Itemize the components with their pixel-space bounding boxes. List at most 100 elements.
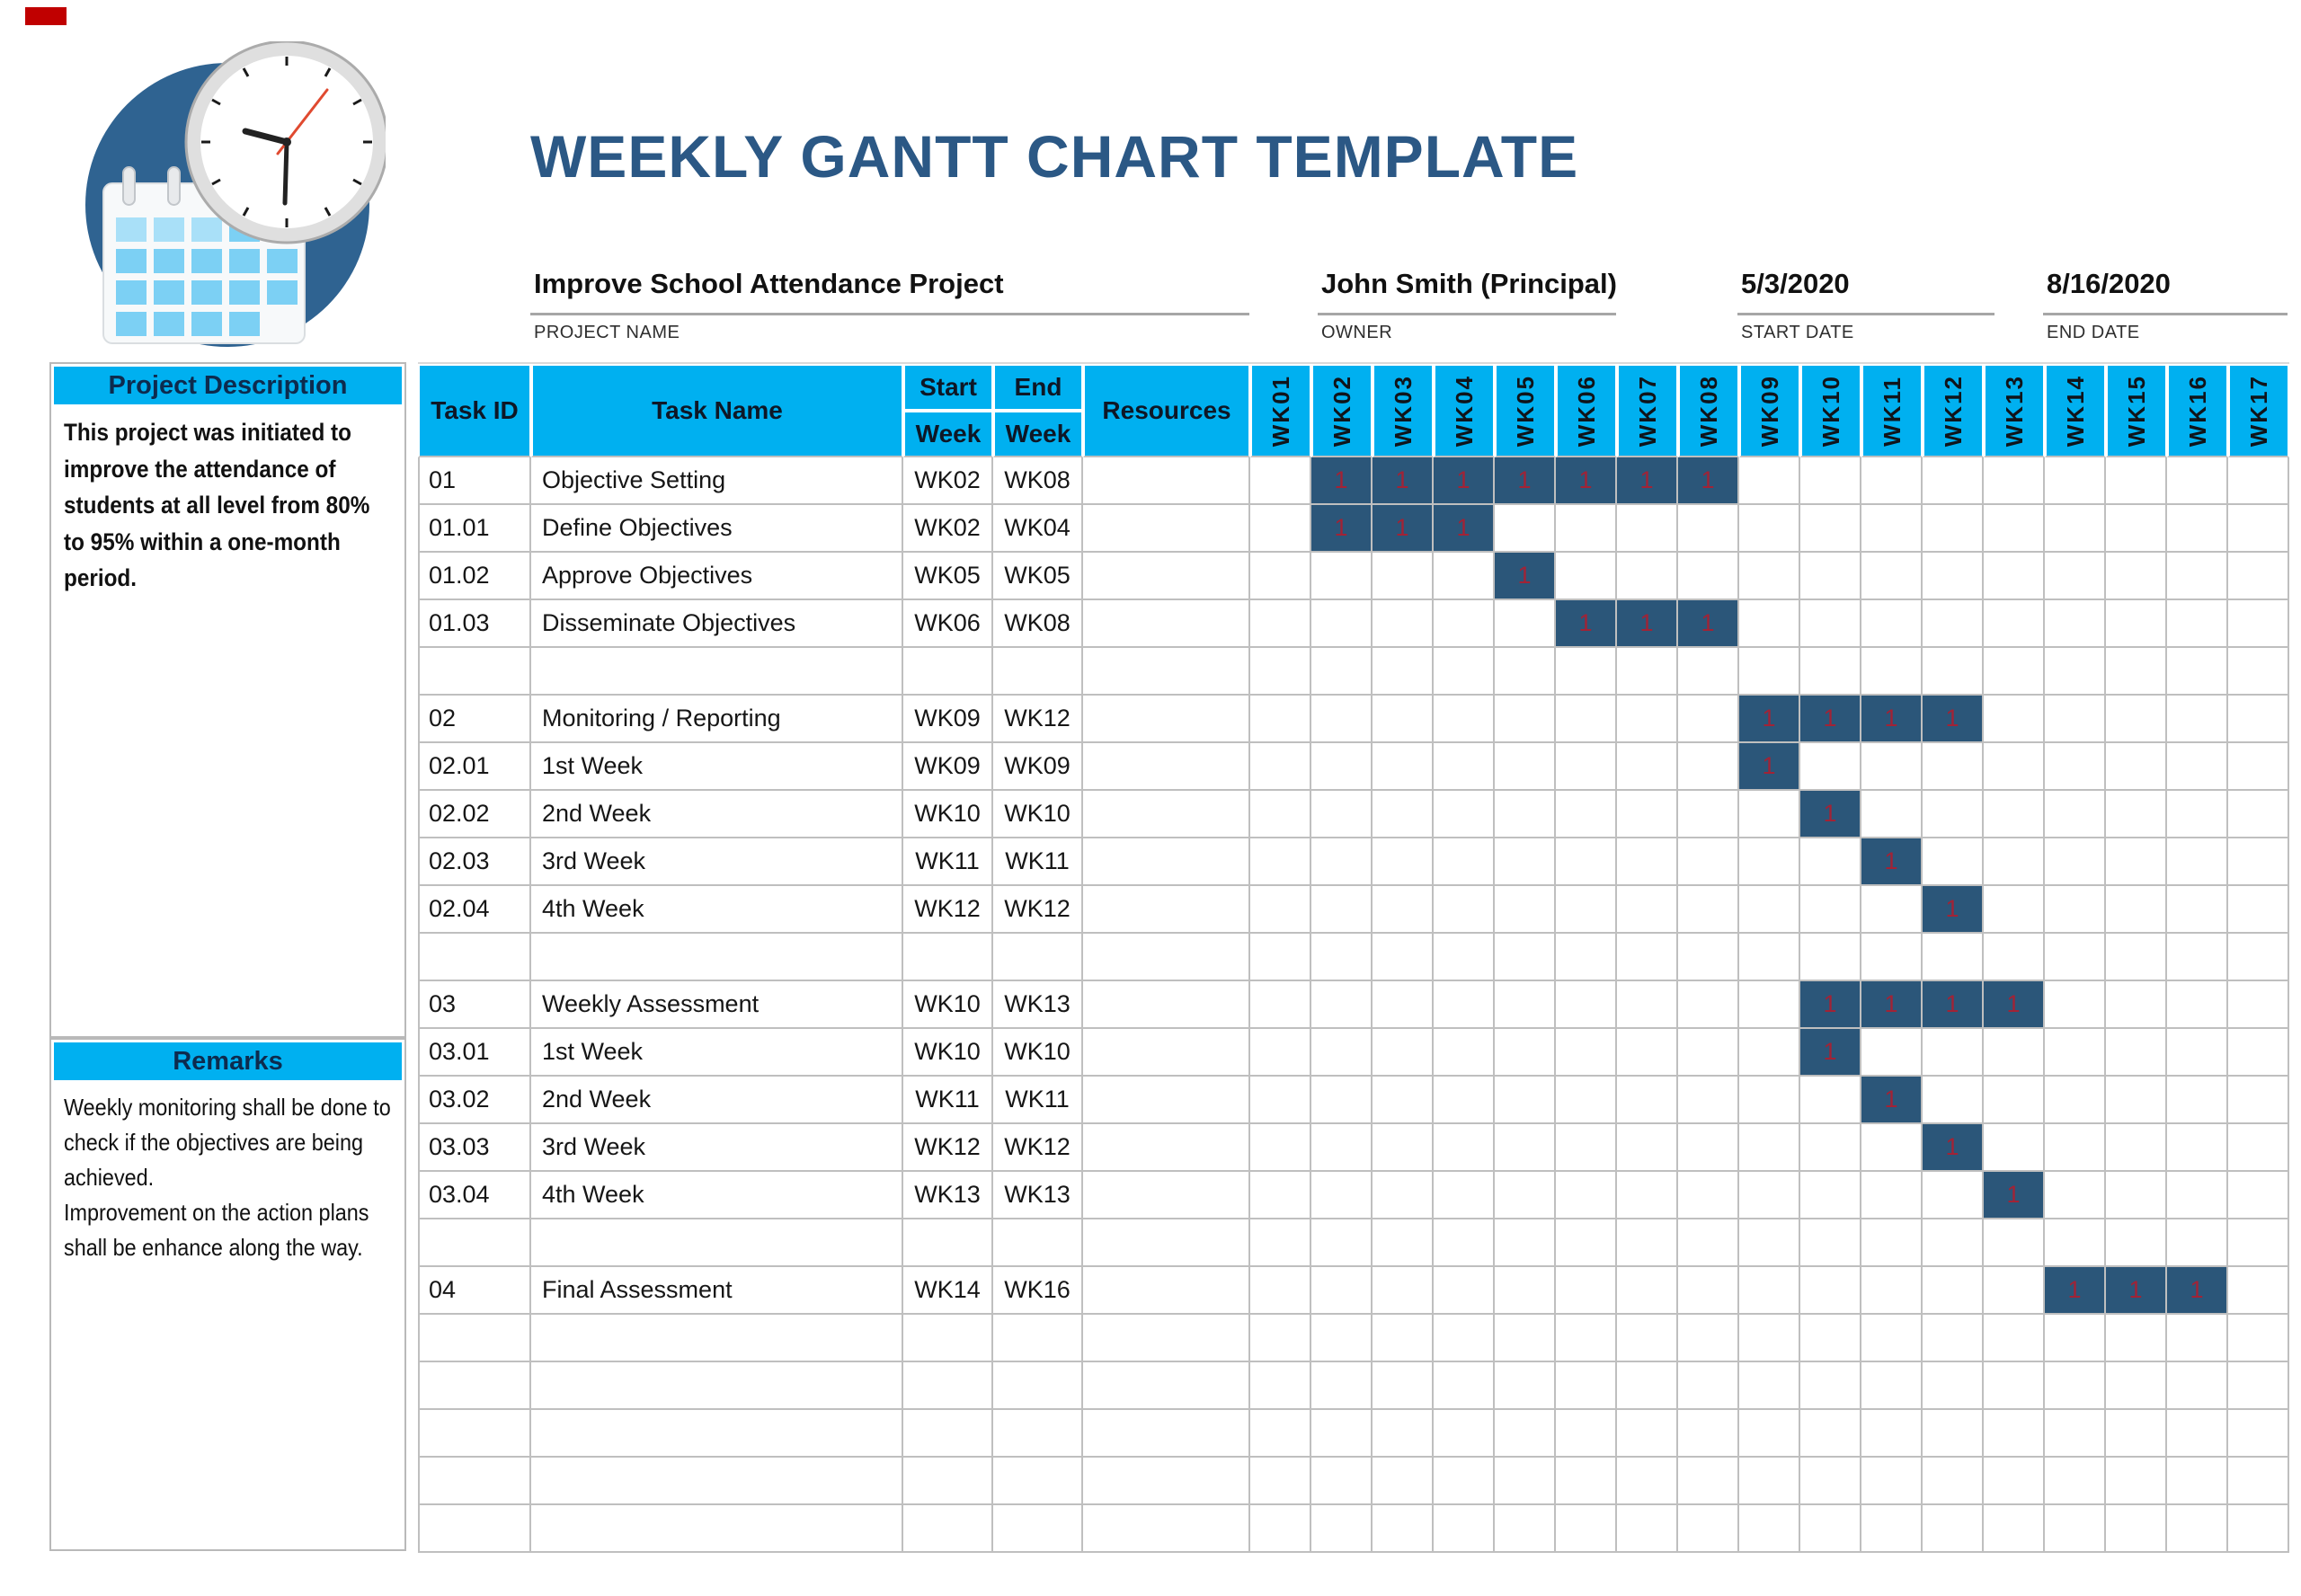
gantt-week-cell[interactable]	[1861, 600, 1923, 648]
gantt-week-cell[interactable]	[1495, 838, 1556, 886]
gantt-week-cell[interactable]	[1739, 1505, 1800, 1553]
gantt-week-cell[interactable]	[2167, 1172, 2228, 1219]
gantt-bar-cell[interactable]: 1	[1861, 981, 1923, 1029]
gantt-bar-cell[interactable]: 1	[2167, 1267, 2228, 1315]
gantt-bar-cell[interactable]: 1	[1617, 457, 1678, 505]
gantt-week-cell[interactable]	[2167, 696, 2228, 743]
gantt-week-cell[interactable]	[1739, 934, 1800, 981]
gantt-week-cell[interactable]	[1678, 1410, 1739, 1458]
project-name-value[interactable]: Improve School Attendance Project	[530, 268, 1249, 315]
gantt-week-cell[interactable]	[2106, 696, 2167, 743]
gantt-week-cell[interactable]	[2228, 1219, 2289, 1267]
gantt-week-cell[interactable]	[1739, 1124, 1800, 1172]
cell-task-id[interactable]: 02.04	[418, 886, 531, 934]
gantt-week-cell[interactable]	[1800, 1077, 1861, 1124]
gantt-week-cell[interactable]	[1250, 838, 1311, 886]
gantt-week-cell[interactable]	[2106, 553, 2167, 600]
gantt-week-cell[interactable]	[2106, 934, 2167, 981]
gantt-week-cell[interactable]	[1617, 743, 1678, 791]
gantt-week-cell[interactable]	[1250, 1077, 1311, 1124]
gantt-week-cell[interactable]	[2045, 600, 2106, 648]
gantt-week-cell[interactable]	[1800, 934, 1861, 981]
gantt-week-cell[interactable]	[1556, 1315, 1617, 1362]
gantt-week-cell[interactable]	[1250, 743, 1311, 791]
gantt-week-cell[interactable]	[1800, 600, 1861, 648]
gantt-week-cell[interactable]	[1923, 1362, 1984, 1410]
gantt-week-cell[interactable]	[1617, 1219, 1678, 1267]
end-date-value[interactable]: 8/16/2020	[2043, 268, 2288, 315]
gantt-week-cell[interactable]	[1678, 886, 1739, 934]
gantt-week-cell[interactable]	[1373, 648, 1434, 696]
gantt-week-cell[interactable]	[2228, 838, 2289, 886]
gantt-week-cell[interactable]	[2045, 553, 2106, 600]
cell-resources[interactable]	[1083, 838, 1250, 886]
cell-start-week[interactable]: WK10	[903, 791, 993, 838]
gantt-week-cell[interactable]	[2228, 1505, 2289, 1553]
gantt-week-cell[interactable]	[1617, 1315, 1678, 1362]
gantt-bar-cell[interactable]: 1	[1311, 457, 1373, 505]
gantt-week-cell[interactable]	[1556, 1219, 1617, 1267]
gantt-week-cell[interactable]	[2106, 1410, 2167, 1458]
gantt-week-cell[interactable]	[1434, 1077, 1495, 1124]
gantt-week-cell[interactable]	[1800, 1219, 1861, 1267]
gantt-week-cell[interactable]	[2167, 791, 2228, 838]
gantt-week-cell[interactable]	[2045, 696, 2106, 743]
cell-end-week[interactable]	[993, 1362, 1083, 1410]
gantt-week-cell[interactable]	[1617, 1029, 1678, 1077]
gantt-week-cell[interactable]	[2045, 1410, 2106, 1458]
cell-end-week[interactable]: WK08	[993, 600, 1083, 648]
cell-resources[interactable]	[1083, 1077, 1250, 1124]
gantt-week-cell[interactable]	[1984, 553, 2045, 600]
cell-task-name[interactable]: Final Assessment	[531, 1267, 903, 1315]
gantt-week-cell[interactable]	[1495, 1172, 1556, 1219]
gantt-bar-cell[interactable]: 1	[1923, 886, 1984, 934]
gantt-week-cell[interactable]	[1250, 553, 1311, 600]
gantt-week-cell[interactable]	[1373, 1458, 1434, 1505]
gantt-week-cell[interactable]	[1678, 1458, 1739, 1505]
gantt-week-cell[interactable]	[1311, 934, 1373, 981]
gantt-bar-cell[interactable]: 1	[1678, 600, 1739, 648]
cell-end-week[interactable]: WK11	[993, 838, 1083, 886]
gantt-week-cell[interactable]	[1984, 886, 2045, 934]
gantt-week-cell[interactable]	[1678, 648, 1739, 696]
cell-end-week[interactable]	[993, 1505, 1083, 1553]
cell-task-name[interactable]: 3rd Week	[531, 838, 903, 886]
gantt-week-cell[interactable]	[1617, 1267, 1678, 1315]
gantt-week-cell[interactable]	[1800, 886, 1861, 934]
gantt-week-cell[interactable]	[1556, 553, 1617, 600]
gantt-week-cell[interactable]	[2045, 934, 2106, 981]
cell-task-name[interactable]: Monitoring / Reporting	[531, 696, 903, 743]
cell-task-id[interactable]: 02.02	[418, 791, 531, 838]
cell-end-week[interactable]	[993, 1410, 1083, 1458]
gantt-week-cell[interactable]	[1373, 1124, 1434, 1172]
gantt-week-cell[interactable]	[1373, 886, 1434, 934]
gantt-week-cell[interactable]	[1617, 696, 1678, 743]
gantt-week-cell[interactable]	[1861, 791, 1923, 838]
cell-task-name[interactable]	[531, 934, 903, 981]
gantt-week-cell[interactable]	[2228, 981, 2289, 1029]
gantt-week-cell[interactable]	[1373, 1267, 1434, 1315]
gantt-week-cell[interactable]	[1739, 886, 1800, 934]
gantt-week-cell[interactable]	[1250, 1172, 1311, 1219]
gantt-bar-cell[interactable]: 1	[1739, 696, 1800, 743]
gantt-week-cell[interactable]	[1923, 457, 1984, 505]
gantt-week-cell[interactable]	[1617, 981, 1678, 1029]
gantt-week-cell[interactable]	[1556, 1029, 1617, 1077]
gantt-week-cell[interactable]	[1495, 1219, 1556, 1267]
gantt-bar-cell[interactable]: 1	[1984, 981, 2045, 1029]
cell-task-name[interactable]: Objective Setting	[531, 457, 903, 505]
cell-resources[interactable]	[1083, 1362, 1250, 1410]
gantt-week-cell[interactable]	[1923, 1410, 1984, 1458]
gantt-week-cell[interactable]	[2106, 981, 2167, 1029]
cell-resources[interactable]	[1083, 791, 1250, 838]
gantt-week-cell[interactable]	[1495, 696, 1556, 743]
gantt-week-cell[interactable]	[1495, 1315, 1556, 1362]
gantt-week-cell[interactable]	[1617, 1410, 1678, 1458]
gantt-week-cell[interactable]	[1800, 505, 1861, 553]
cell-start-week[interactable]: WK11	[903, 1077, 993, 1124]
gantt-week-cell[interactable]	[1311, 1410, 1373, 1458]
gantt-week-cell[interactable]	[2106, 886, 2167, 934]
gantt-week-cell[interactable]	[1800, 1124, 1861, 1172]
gantt-week-cell[interactable]	[1556, 1410, 1617, 1458]
cell-task-id[interactable]	[418, 934, 531, 981]
